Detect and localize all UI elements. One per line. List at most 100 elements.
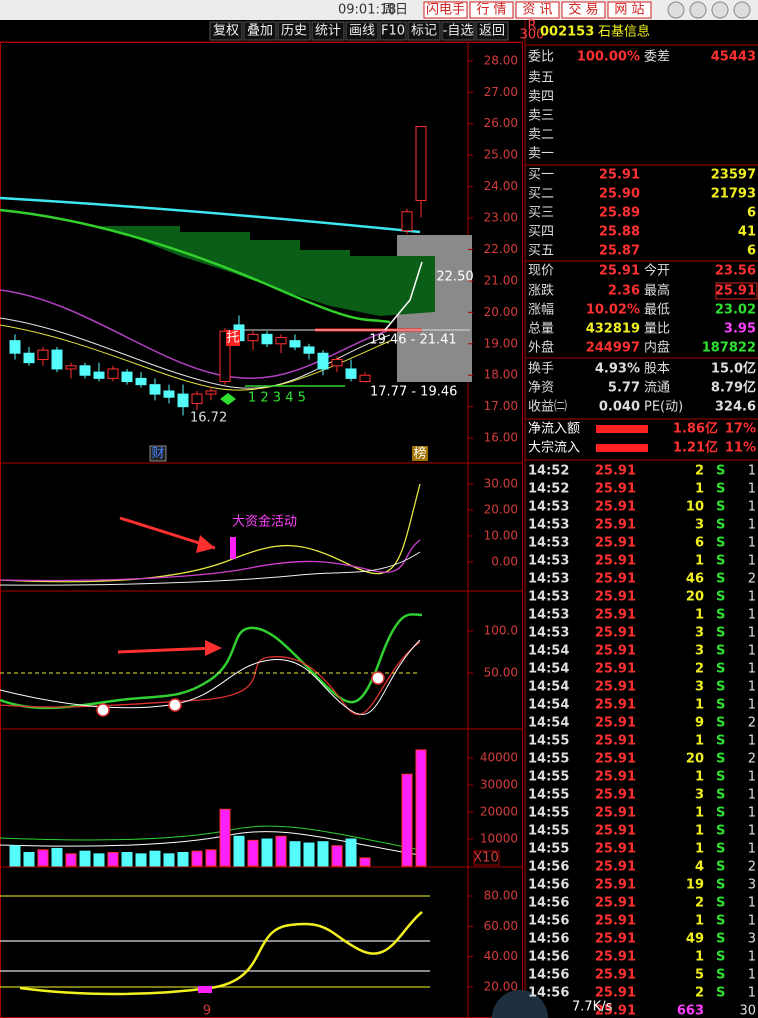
trade-time: 14:55 (528, 824, 569, 839)
trade-price: 25.91 (595, 788, 636, 803)
toolbar-button[interactable] (345, 21, 379, 41)
y-tick-label: 0.00 (491, 554, 518, 568)
quote-label: 最低 (644, 303, 670, 318)
toolbar-button[interactable] (277, 21, 311, 41)
bid-price: 25.91 (599, 168, 640, 183)
value: 100.00% (577, 50, 640, 65)
bid-price: 25.89 (599, 206, 640, 221)
toolbar-button[interactable] (407, 21, 441, 41)
trade-price: 25.91 (595, 554, 636, 569)
y-tick-label: 26.00 (484, 116, 518, 130)
ask-label: 卖五 (528, 71, 554, 86)
trade-price: 25.91 (595, 644, 636, 659)
trade-count: 1 (748, 464, 756, 479)
candle-body (205, 390, 217, 395)
trade-time: 14:53 (528, 608, 569, 623)
tag-bg (226, 330, 240, 346)
quote-value: 8.79亿 (711, 380, 756, 396)
trade-volume: 3 (695, 644, 704, 659)
ask-label: 卖三 (528, 109, 554, 124)
toolbar-button[interactable] (379, 21, 407, 41)
trade-price: 25.91 (595, 1004, 636, 1018)
trade-time: 14:55 (528, 788, 569, 803)
candle-body (163, 390, 175, 398)
toolbar-label: 画线 (349, 24, 375, 39)
bid-volume: 41 (738, 225, 756, 240)
candle-body (93, 371, 105, 379)
trade-time: 14:53 (528, 590, 569, 605)
top-button[interactable] (561, 1, 606, 19)
volume-bar (303, 842, 315, 867)
trade-price: 25.91 (595, 626, 636, 641)
volume-bar (205, 849, 217, 867)
trade-side: S (716, 500, 725, 515)
trade-side: S (716, 680, 725, 695)
window-control[interactable] (689, 1, 707, 19)
volume-bar (233, 835, 245, 867)
trade-price: 25.91 (595, 896, 636, 911)
trade-side: S (716, 698, 725, 713)
y-tick-label: 28.00 (484, 53, 518, 67)
trade-volume: 2 (695, 464, 704, 479)
trade-side: S (716, 842, 725, 857)
y-tick-label: 50.00 (484, 665, 518, 679)
candle-body (9, 340, 21, 354)
trade-count: 1 (748, 644, 756, 659)
trade-side: S (716, 806, 725, 821)
quote-value: 3.95 (724, 322, 756, 337)
trade-price: 25.91 (595, 932, 636, 947)
toolbar-button[interactable] (311, 21, 345, 41)
trade-side: S (716, 716, 725, 731)
volume-bar (401, 773, 413, 867)
top-button[interactable] (423, 1, 468, 19)
bid-price: 25.88 (599, 225, 640, 240)
trade-count: 1 (748, 914, 756, 929)
quote-value: 432819 (586, 322, 640, 337)
trade-volume: 3 (695, 788, 704, 803)
candle-body (79, 365, 91, 376)
trade-count: 30 (739, 1004, 756, 1018)
trade-volume: 3 (695, 518, 704, 533)
trade-count: 1 (748, 482, 756, 497)
tag: 托 (226, 331, 239, 346)
trade-time: 14:56 (528, 896, 569, 911)
candle-body (331, 359, 343, 367)
label: 委比 (528, 50, 554, 65)
quote-label: 换手 (528, 362, 554, 377)
trade-time: 14:53 (528, 572, 569, 587)
volume-bar (135, 853, 147, 867)
trade-volume: 1 (695, 554, 704, 569)
volume-bar (23, 852, 35, 867)
trade-volume: 20 (686, 752, 704, 767)
trade-price: 25.91 (595, 752, 636, 767)
top-button[interactable] (515, 1, 560, 19)
top-button[interactable] (607, 1, 652, 19)
window-control[interactable] (733, 1, 751, 19)
toolbar-button[interactable] (243, 21, 277, 41)
window-control[interactable] (711, 1, 729, 19)
annotation: 大资金活动 (232, 514, 297, 530)
trade-volume: 1 (695, 842, 704, 857)
trade-count: 3 (748, 878, 756, 893)
toolbar-button[interactable] (475, 21, 509, 41)
trade-time: 14:56 (528, 860, 569, 875)
quote-value: 23.02 (715, 303, 756, 318)
volume-bar (289, 841, 301, 867)
toolbar-button[interactable] (209, 21, 243, 41)
top-button[interactable] (469, 1, 514, 19)
trade-time: 14:56 (528, 932, 569, 947)
toolbar-button[interactable] (441, 21, 475, 41)
candle-body (219, 330, 231, 383)
trade-volume: 3 (695, 680, 704, 695)
trade-volume: 1 (695, 770, 704, 785)
trade-price: 25.91 (595, 536, 636, 551)
flow-label: 净流入额 (528, 422, 580, 437)
label: 委差 (644, 50, 670, 65)
range-label: 17.77 - 19.46 (370, 385, 457, 400)
x-label: 9 (203, 1004, 211, 1018)
trade-side: S (716, 752, 725, 767)
trade-count: 1 (748, 500, 756, 515)
window-control[interactable] (667, 1, 685, 19)
quote-label: 外盘 (528, 340, 554, 356)
